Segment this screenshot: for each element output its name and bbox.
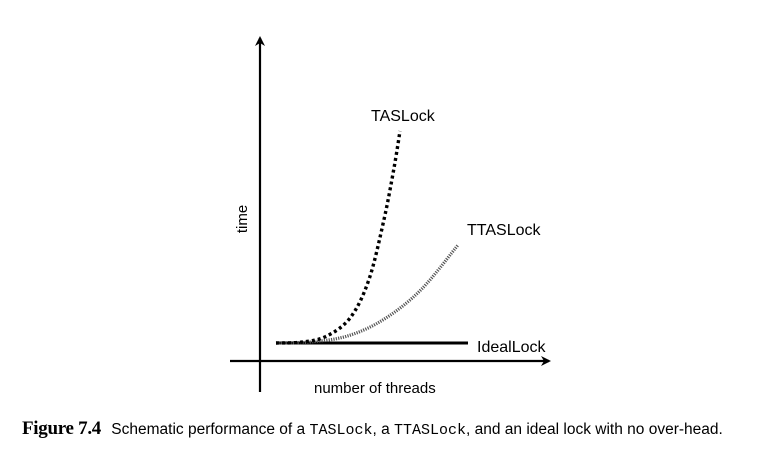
caption-text-2: , a: [372, 421, 395, 438]
caption-code-ttaslock: TTASLock: [394, 422, 467, 439]
y-axis-label: time: [234, 205, 251, 233]
series-label-taslock: TASLock: [371, 108, 436, 125]
series-label-ideallock: IdealLock: [477, 339, 546, 356]
series-line-taslock: [275, 130, 402, 345]
figure-caption: Figure 7.4 Schematic performance of a TA…: [22, 418, 767, 441]
series-label-ttaslock: TTASLock: [467, 222, 542, 239]
series-line-ttaslock: [275, 243, 460, 345]
figure-number: Figure 7.4: [22, 418, 101, 439]
performance-figure: time number of threads TASLock TTASLock …: [230, 36, 551, 397]
x-axis-label: number of threads: [314, 380, 436, 397]
caption-text-1: Schematic performance of a: [111, 421, 310, 438]
caption-text-3: , and an ideal lock with no over-head.: [466, 421, 723, 438]
caption-code-taslock: TASLock: [309, 422, 373, 439]
